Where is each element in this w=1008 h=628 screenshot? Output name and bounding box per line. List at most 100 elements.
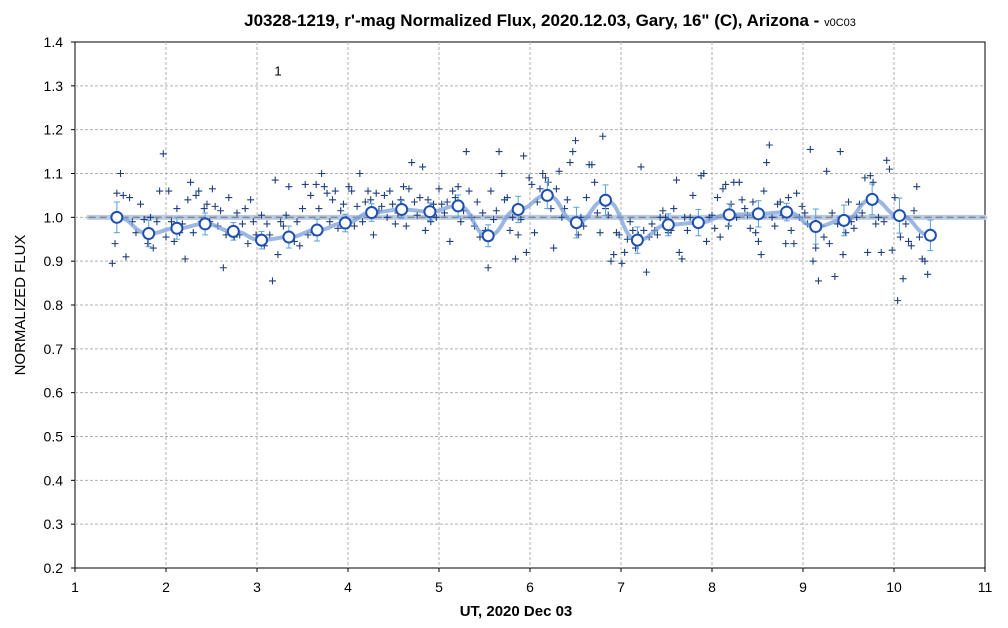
raw-data-point: [111, 240, 119, 248]
raw-data-point: [566, 159, 574, 167]
y-tick-label: 1.3: [44, 78, 64, 94]
raw-data-point: [353, 202, 361, 210]
raw-data-point: [801, 209, 809, 217]
y-tick-label: 0.3: [44, 516, 64, 532]
raw-data-point: [787, 226, 795, 234]
y-axis-title: NORMALIZED FLUX: [12, 235, 29, 376]
y-tick-label: 0.4: [44, 472, 64, 488]
raw-data-point: [839, 251, 847, 259]
raw-data-point: [574, 231, 582, 239]
raw-data-point: [563, 196, 571, 204]
raw-data-point: [776, 198, 784, 206]
average-data-point: [722, 208, 736, 222]
raw-data-point: [432, 213, 440, 221]
raw-data-point: [386, 187, 394, 195]
average-data-point: [170, 221, 184, 235]
raw-data-point: [153, 218, 161, 226]
raw-data-point: [623, 235, 631, 243]
raw-data-point: [378, 202, 386, 210]
average-data-point: [451, 199, 465, 213]
raw-data-point: [763, 159, 771, 167]
raw-data-point: [274, 251, 282, 259]
raw-data-point: [208, 185, 216, 193]
y-axis-ticks: 0.2 0.3 0.4 0.5 0.6 0.7 0.8 0.9 1.0 1.1 1.2 1.3 1.4: [44, 34, 75, 576]
raw-data-point: [449, 187, 457, 195]
x-tick-label: 3: [253, 579, 261, 595]
raw-data-point: [875, 213, 883, 221]
raw-data-point: [443, 198, 451, 206]
raw-data-point: [356, 170, 364, 177]
raw-data-point: [277, 218, 285, 226]
raw-data-point: [820, 233, 828, 241]
x-tick-label: 5: [435, 579, 443, 595]
raw-data-point: [263, 220, 271, 228]
raw-data-point: [225, 194, 233, 202]
raw-data-point: [703, 237, 711, 245]
raw-data-point: [700, 170, 708, 177]
raw-data-point: [165, 187, 173, 195]
raw-data-point: [173, 205, 181, 213]
raw-data-point: [760, 187, 768, 195]
raw-data-point: [621, 248, 629, 256]
raw-data-point: [629, 226, 637, 234]
raw-data-point: [147, 213, 155, 221]
raw-data-point: [156, 187, 164, 195]
raw-data-point: [861, 174, 869, 182]
raw-data-point: [405, 185, 413, 193]
raw-data-point: [144, 240, 152, 248]
raw-data-point: [140, 216, 148, 224]
raw-data-point: [457, 218, 465, 226]
raw-data-point: [752, 229, 760, 237]
raw-data-point: [326, 218, 334, 226]
raw-data-point: [757, 251, 765, 259]
x-tick-label: 4: [344, 579, 352, 595]
raw-data-point: [642, 268, 650, 276]
raw-data-point: [211, 202, 219, 210]
raw-data-point: [367, 196, 375, 204]
raw-data-point: [746, 224, 754, 232]
raw-data-point: [108, 259, 116, 267]
average-data-point: [630, 233, 644, 247]
raw-data-point: [397, 196, 405, 204]
raw-data-point: [888, 246, 896, 254]
average-data-point: [923, 228, 937, 242]
raw-data-point: [318, 170, 326, 177]
average-data-point: [395, 202, 409, 216]
raw-data-point: [894, 297, 902, 305]
raw-data-point: [285, 183, 293, 191]
raw-data-point: [845, 198, 852, 206]
annotation-label: 1: [274, 63, 281, 78]
raw-data-point: [924, 270, 932, 278]
raw-data-point: [454, 183, 462, 191]
average-data-point: [365, 206, 379, 220]
raw-data-point: [126, 194, 134, 202]
x-tick-label: 11: [978, 579, 993, 595]
raw-data-point: [531, 229, 539, 237]
raw-data-point: [910, 207, 918, 215]
average-data-point: [142, 227, 156, 241]
x-tick-label: 1: [71, 579, 79, 595]
raw-data-point: [648, 220, 656, 228]
raw-data-point: [350, 222, 358, 230]
y-tick-label: 0.2: [44, 560, 64, 576]
chart-title: J0328-1219, r'-mag Normalized Flux, 2020…: [244, 11, 856, 30]
raw-data-point: [369, 231, 377, 239]
raw-data-point: [754, 237, 762, 245]
y-tick-label: 1.1: [44, 166, 64, 182]
raw-data-point: [200, 205, 208, 213]
raw-data-point: [525, 174, 533, 182]
raw-data-point: [479, 209, 487, 217]
raw-data-point: [713, 194, 721, 202]
raw-data-point: [402, 222, 410, 230]
average-data-point: [110, 210, 124, 224]
raw-data-point: [902, 220, 910, 228]
raw-data-point: [558, 213, 566, 221]
average-data-point: [661, 218, 675, 232]
raw-data-point: [484, 264, 492, 272]
raw-data-point: [167, 218, 175, 226]
raw-data-point: [427, 218, 435, 226]
raw-data-point: [872, 220, 880, 228]
raw-data-point: [301, 180, 309, 188]
raw-data-point: [345, 183, 353, 191]
